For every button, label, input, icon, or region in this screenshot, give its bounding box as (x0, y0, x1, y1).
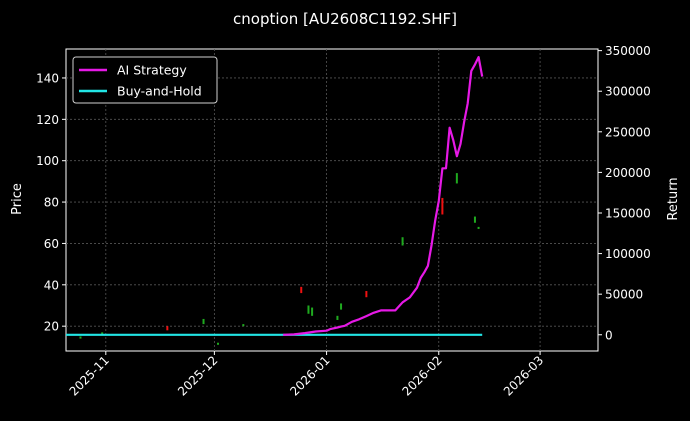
y-left-tick-label: 120 (36, 113, 59, 127)
price-bar (455, 173, 458, 184)
x-tick-label: 2026-03 (501, 353, 546, 398)
legend: AI Strategy Buy-and-Hold (72, 56, 218, 104)
y-right-tick-label: 50000 (605, 288, 643, 302)
price-bar (307, 305, 310, 314)
y-left-tick-label: 40 (44, 278, 59, 292)
price-bar (202, 318, 205, 325)
y-left-tick-label: 20 (44, 320, 59, 334)
price-bar (300, 286, 303, 294)
price-bar (365, 291, 368, 298)
y-left-tick-label: 140 (36, 71, 59, 85)
y-right-tick-label: 0 (605, 328, 613, 342)
price-bar (473, 216, 476, 223)
price-bar (477, 226, 480, 229)
x-tick-label: 2025-11 (67, 353, 112, 398)
legend-label: AI Strategy (117, 63, 187, 78)
price-bar (79, 336, 82, 339)
y-axis-right-label: Return (666, 177, 681, 220)
price-bars (79, 173, 480, 345)
chart-title: cnoption [AU2608C1192.SHF] (233, 10, 457, 28)
legend-label: Buy-and-Hold (117, 84, 202, 99)
x-tick-label: 2026-01 (287, 353, 332, 398)
y-axis-left-label: Price (10, 183, 25, 215)
y-left-tick-label: 80 (44, 196, 59, 210)
series-line-ai-strategy (283, 55, 484, 336)
y-right-tick-label: 150000 (605, 206, 651, 220)
y-right-tick-label: 350000 (605, 44, 651, 58)
y-left-tick-label: 100 (36, 154, 59, 168)
x-tick-label: 2025-12 (175, 353, 220, 398)
y-left-tick-label: 60 (44, 237, 59, 251)
y-right-tick-label: 250000 (605, 125, 651, 139)
series-lines (66, 55, 484, 336)
legend-frame (72, 56, 218, 104)
price-bar (336, 315, 339, 320)
price-bar (166, 326, 169, 331)
price-bar (441, 197, 444, 215)
y-right-tick-label: 200000 (605, 166, 651, 180)
y-right-tick-label: 100000 (605, 247, 651, 261)
price-bar (340, 303, 343, 310)
price-bar (217, 342, 219, 345)
price-bar (242, 324, 245, 327)
y-right-tick-label: 300000 (605, 85, 651, 99)
price-bar (401, 237, 404, 246)
price-bar (311, 307, 314, 316)
x-tick-label: 2026-02 (400, 353, 445, 398)
